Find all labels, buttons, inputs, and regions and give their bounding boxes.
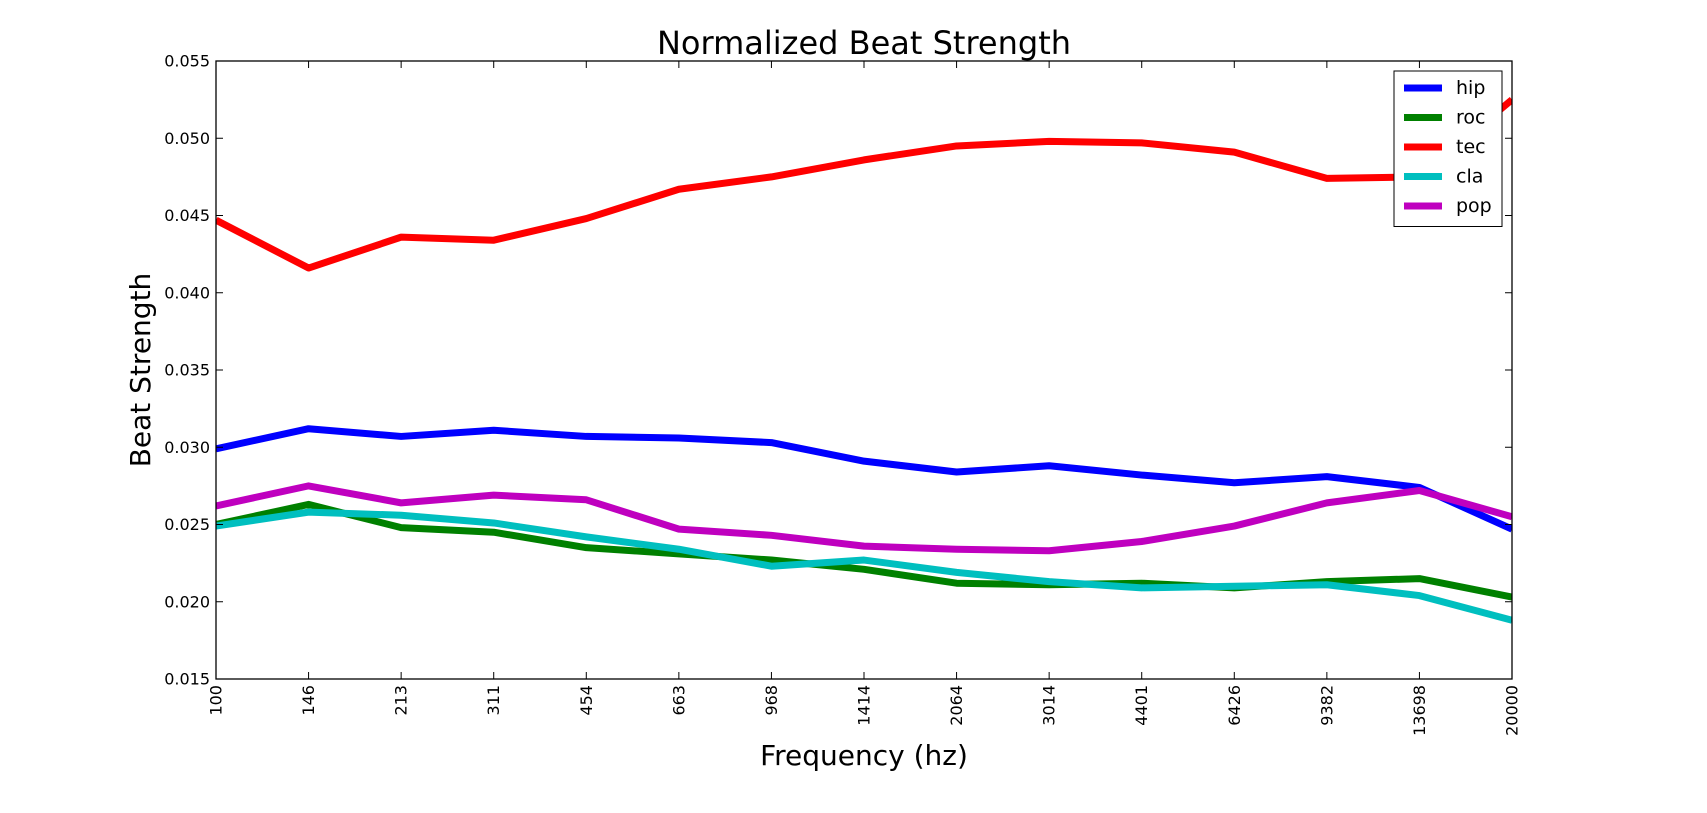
x-tick-label: 20000: [1503, 685, 1522, 736]
axis-ticks: [215, 60, 1513, 680]
x-tick-labels: 100 146 213 311 454 663 968 1414 2064 3014 4401 642…: [207, 685, 1522, 736]
x-tick-label: 1414: [855, 685, 874, 726]
x-tick-label: 213: [392, 685, 411, 716]
x-tick-label: 100: [207, 685, 226, 716]
series-line-pop: [216, 482, 1512, 555]
chart-title: Normalized Beat Strength: [657, 24, 1071, 62]
x-tick-label: 4401: [1132, 685, 1151, 726]
y-tick-label: 0.045: [164, 206, 210, 225]
legend-label-roc: roc: [1456, 107, 1485, 129]
y-axis-title: Beat Strength: [124, 273, 157, 468]
x-tick-label: 9382: [1317, 685, 1336, 726]
legend-label-hip: hip: [1456, 77, 1485, 99]
y-tick-label: 0.040: [164, 283, 210, 302]
series-line-hip: [216, 425, 1512, 533]
x-tick-label: 311: [484, 685, 503, 716]
x-tick-label: 146: [299, 685, 318, 716]
legend-label-pop: pop: [1456, 195, 1492, 217]
legend-label-tec: tec: [1456, 136, 1486, 158]
x-tick-label: 454: [577, 685, 596, 716]
x-tick-label: 968: [762, 685, 781, 716]
series-line-tec: [216, 96, 1512, 272]
x-tick-label: 2064: [947, 685, 966, 726]
legend: hip roc tec cla pop: [1393, 70, 1503, 227]
y-tick-label: 0.030: [164, 438, 210, 457]
y-tick-labels: 0.015 0.020 0.025 0.030 0.035 0.040 0.045 0.050…: [164, 52, 210, 689]
y-tick-label: 0.050: [164, 129, 210, 148]
x-tick-label: 3014: [1040, 685, 1059, 726]
y-tick-label: 0.055: [164, 52, 210, 71]
series-lines: [216, 96, 1512, 624]
y-tick-label: 0.035: [164, 361, 210, 380]
series-line-cla: [216, 508, 1512, 624]
y-tick-label: 0.025: [164, 515, 210, 534]
x-tick-label: 6426: [1225, 685, 1244, 726]
x-tick-label: 663: [669, 685, 688, 716]
x-tick-label: 13698: [1410, 685, 1429, 736]
x-axis-title: Frequency (hz): [760, 739, 968, 772]
y-tick-label: 0.020: [164, 592, 210, 611]
y-tick-label: 0.015: [164, 670, 210, 689]
legend-label-cla: cla: [1456, 166, 1483, 188]
